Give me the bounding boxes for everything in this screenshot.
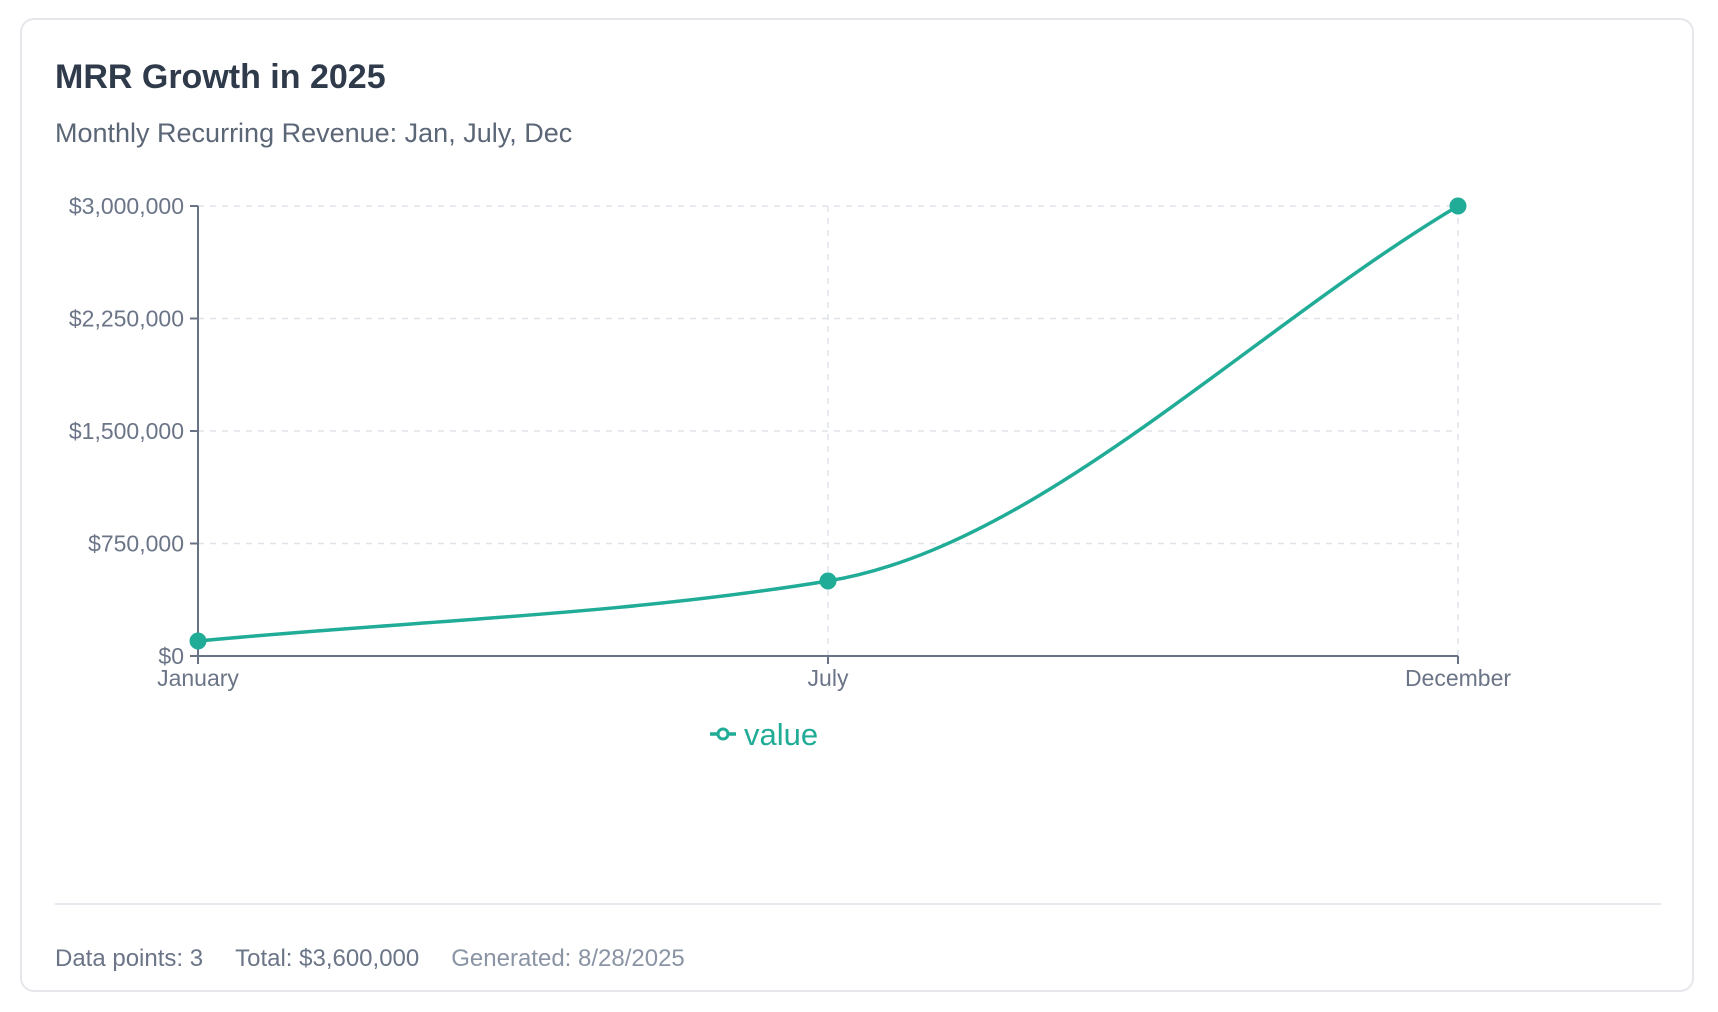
chart-subtitle: Monthly Recurring Revenue: Jan, July, De… [55,118,573,148]
data-point [189,632,207,650]
chart-card: MRR Growth in 2025 Monthly Recurring Rev… [20,18,1694,992]
grid-lines [198,205,1459,656]
axes: $0 $750,000 $1,500,000 $2,250,000 $3,000,000… [69,193,1512,691]
x-tick-label: January [157,665,239,691]
x-tick-label: December [1405,665,1511,691]
y-tick-label: $1,500,000 [69,418,184,444]
legend-label: value [744,717,818,752]
y-tick-label: $0 [158,643,184,669]
legend-marker-icon [716,727,730,741]
y-tick-label: $750,000 [88,531,184,557]
series-layer [189,197,1467,650]
total-value: Total: $3,600,000 [235,945,420,972]
y-tick-label: $2,250,000 [69,306,184,332]
legend[interactable]: value [710,717,818,752]
line-chart: $0 $750,000 $1,500,000 $2,250,000 $3,000,000… [69,193,1512,752]
data-points-count: Data points: 3 [55,945,204,972]
x-tick-label: July [808,665,849,691]
data-point [1449,197,1467,215]
data-point [819,572,837,590]
generated-date: Generated: 8/28/2025 [451,945,685,972]
chart-title: MRR Growth in 2025 [55,58,386,96]
y-tick-label: $3,000,000 [69,193,184,219]
chart-footer: Data points: 3 Total: $3,600,000 Generat… [55,945,685,973]
footer-divider [55,903,1661,905]
